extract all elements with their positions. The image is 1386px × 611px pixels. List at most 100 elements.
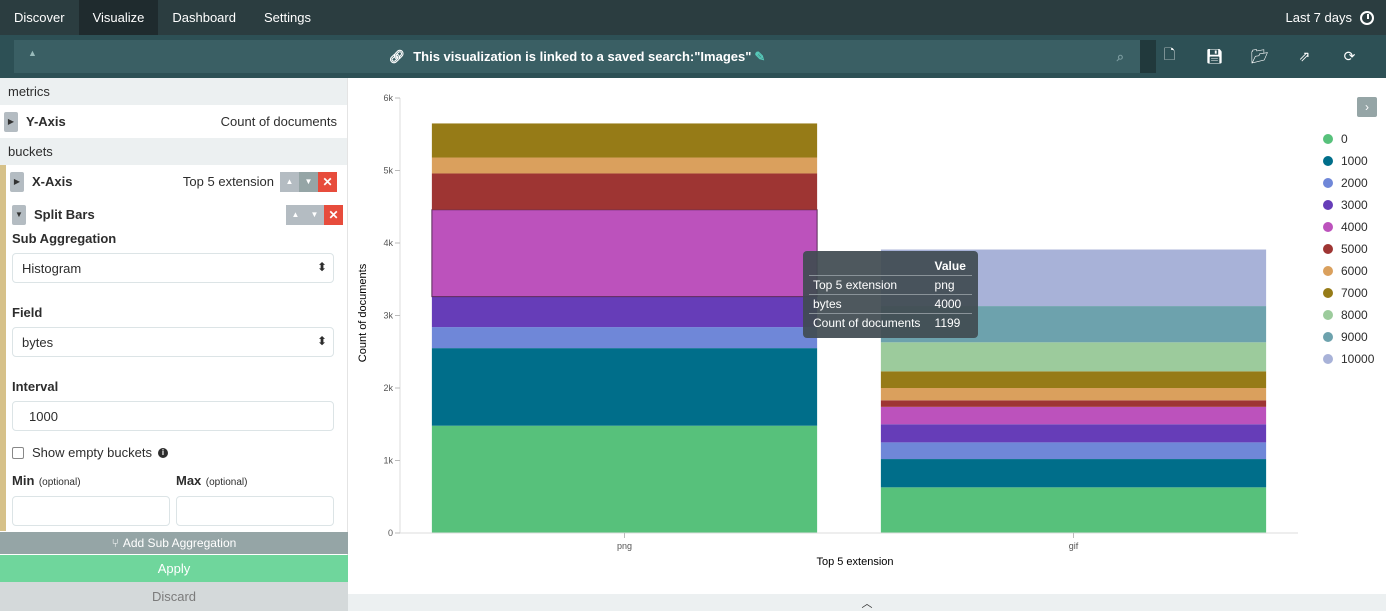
max-input[interactable] xyxy=(176,496,334,526)
legend-dot-icon xyxy=(1323,134,1333,144)
tooltip-key: Top 5 extension xyxy=(809,275,931,295)
toolbar: 🗋︎ 💾︎ 📂︎ ⇗ ⟳ xyxy=(1147,41,1372,71)
legend-item[interactable]: 9000 xyxy=(1323,326,1374,348)
legend-item[interactable]: 10000 xyxy=(1323,348,1374,370)
pencil-icon[interactable]: ✎ xyxy=(754,48,766,64)
info-icon[interactable]: i xyxy=(157,447,168,458)
legend-item[interactable]: 5000 xyxy=(1323,238,1374,260)
link-icon[interactable]: 🔗︎ xyxy=(388,48,406,64)
legend-label: 0 xyxy=(1341,132,1348,146)
new-visualization-icon[interactable]: 🗋︎ xyxy=(1163,46,1176,62)
tooltip-key: Count of documents xyxy=(809,313,931,332)
share-icon[interactable]: ⇗ xyxy=(1298,47,1311,64)
legend-toggle-button[interactable]: › xyxy=(1357,97,1377,117)
bar-segment[interactable] xyxy=(431,209,818,298)
bar-segment[interactable] xyxy=(431,296,818,328)
legend-item[interactable]: 0 xyxy=(1323,128,1374,150)
caret-down-icon[interactable]: ▼ xyxy=(12,204,26,225)
tooltip-value: 1199 xyxy=(930,313,972,332)
bar-segment[interactable] xyxy=(880,459,1267,488)
tab-visualize[interactable]: Visualize xyxy=(78,0,159,35)
legend-item[interactable]: 8000 xyxy=(1323,304,1374,326)
save-icon[interactable]: 💾︎ xyxy=(1205,47,1224,64)
bar-segment[interactable] xyxy=(880,487,1267,533)
bar-segment[interactable] xyxy=(431,157,818,174)
tab-discover[interactable]: Discover xyxy=(14,10,65,25)
time-picker[interactable]: Last 7 days xyxy=(1286,10,1386,25)
legend-item[interactable]: 1000 xyxy=(1323,150,1374,172)
bar-segment[interactable] xyxy=(880,406,1267,425)
split-bars-block: ▼ Split Bars ▲ ▼ ✕ Sub Aggregation Histo… xyxy=(6,198,347,526)
field-select[interactable]: bytes xyxy=(12,327,334,357)
legend-dot-icon xyxy=(1323,178,1333,188)
bar-segment[interactable] xyxy=(880,424,1267,443)
open-folder-icon[interactable]: 📂︎ xyxy=(1250,47,1269,64)
bar-segment[interactable] xyxy=(431,348,818,426)
move-down-icon[interactable]: ▼ xyxy=(305,204,324,225)
bar-segment[interactable] xyxy=(880,442,1267,460)
y-axis-title: Count of documents xyxy=(357,263,369,362)
remove-icon[interactable]: ✕ xyxy=(318,171,337,192)
tab-settings[interactable]: Settings xyxy=(263,10,311,25)
move-up-icon[interactable]: ▲ xyxy=(286,204,305,225)
tooltip-value: 4000 xyxy=(930,294,972,314)
caret-up-icon[interactable]: ▲ xyxy=(28,48,37,58)
legend-item[interactable]: 4000 xyxy=(1323,216,1374,238)
legend-dot-icon xyxy=(1323,200,1333,210)
bar-segment[interactable] xyxy=(880,342,1267,372)
bar-segment[interactable] xyxy=(431,123,818,158)
search-input[interactable]: ▲ 🔗︎ This visualization is linked to a s… xyxy=(14,40,1140,73)
add-sub-aggregation-button[interactable]: ⑂ Add Sub Aggregation xyxy=(0,532,348,554)
move-down-icon[interactable]: ▼ xyxy=(299,171,318,192)
tooltip-key: bytes xyxy=(809,294,931,314)
legend-dot-icon xyxy=(1323,288,1333,298)
x-axis-summary: Top 5 extension xyxy=(182,174,274,189)
y-axis: 0 1k 2k 3k 4k 5k 6k xyxy=(383,93,401,538)
interval-input[interactable]: 1000 xyxy=(12,401,334,431)
min-label: Min xyxy=(12,473,35,488)
bar-segment[interactable] xyxy=(431,327,818,349)
split-bars-row[interactable]: ▼ Split Bars ▲ ▼ ✕ xyxy=(12,198,343,231)
bar-segment[interactable] xyxy=(880,388,1267,401)
y-axis-row[interactable]: ▶ Y-Axis Count of documents xyxy=(0,105,347,138)
bar-segment[interactable] xyxy=(431,173,818,210)
search-button[interactable] xyxy=(1140,40,1156,73)
show-empty-checkbox[interactable] xyxy=(12,446,24,459)
clock-icon xyxy=(1360,10,1374,25)
legend-label: 1000 xyxy=(1341,154,1368,168)
legend: 0 1000 2000 3000 4000 5000 6000 7000 8000 9000 100… xyxy=(1323,128,1374,370)
bar-segment[interactable] xyxy=(431,425,818,533)
legend-item[interactable]: 3000 xyxy=(1323,194,1374,216)
search-icon[interactable]: ⌕ xyxy=(1116,49,1124,64)
caret-right-icon[interactable]: ▶ xyxy=(10,171,24,192)
show-empty-buckets[interactable]: Show empty buckets i xyxy=(12,445,341,460)
x-axis-title: Top 5 extension xyxy=(816,556,893,568)
legend-dot-icon xyxy=(1323,332,1333,342)
caret-right-icon[interactable]: ▶ xyxy=(4,111,18,132)
legend-item[interactable]: 7000 xyxy=(1323,282,1374,304)
discard-button[interactable]: Discard xyxy=(0,582,348,611)
add-sub-aggregation-label: Add Sub Aggregation xyxy=(122,536,237,550)
metrics-header: metrics xyxy=(0,78,347,105)
legend-dot-icon xyxy=(1323,244,1333,254)
y-tick-label: 5k xyxy=(383,166,393,176)
x-axis-row[interactable]: ▶ X-Axis Top 5 extension ▲ ▼ ✕ xyxy=(6,165,347,198)
time-range-label[interactable]: Last 7 days xyxy=(1285,10,1353,25)
bar-segment[interactable] xyxy=(880,400,1267,407)
legend-dot-icon xyxy=(1323,156,1333,166)
legend-item[interactable]: 2000 xyxy=(1323,172,1374,194)
apply-button[interactable]: Apply xyxy=(0,555,348,582)
chevron-up-icon[interactable]: ︿ xyxy=(861,597,873,610)
refresh-icon[interactable]: ⟳ xyxy=(1343,47,1356,64)
legend-label: 5000 xyxy=(1341,242,1368,256)
legend-item[interactable]: 6000 xyxy=(1323,260,1374,282)
sub-aggregation-select[interactable]: Histogram xyxy=(12,253,334,283)
move-up-icon[interactable]: ▲ xyxy=(280,171,299,192)
fork-icon: ⑂ xyxy=(111,536,119,550)
tab-dashboard[interactable]: Dashboard xyxy=(172,10,236,25)
x-axis-controls: ▲ ▼ ✕ xyxy=(280,171,337,192)
min-input[interactable] xyxy=(12,496,170,526)
bar-segment[interactable] xyxy=(880,371,1267,388)
collapse-chart-bar[interactable]: ︿ xyxy=(348,594,1386,611)
remove-icon[interactable]: ✕ xyxy=(324,204,343,225)
